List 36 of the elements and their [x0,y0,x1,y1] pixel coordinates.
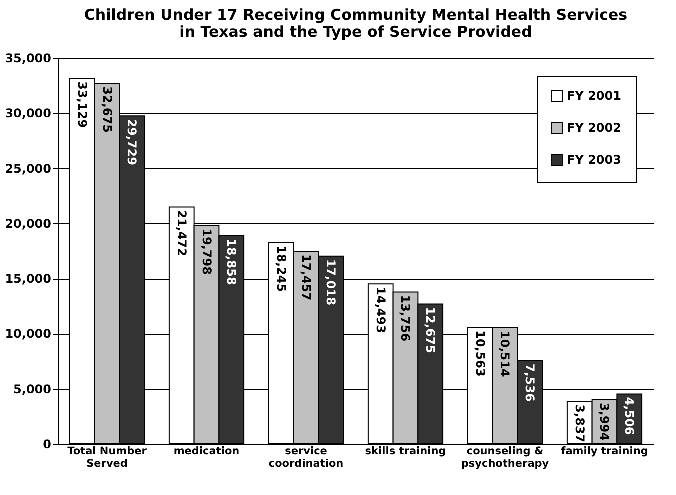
legend-label: FY 2001 [567,89,622,103]
data-label: 17,018 [324,259,338,306]
x-tick-label: Total Number Served [68,446,148,470]
legend-label: FY 2003 [567,153,622,167]
y-tick-label: 0 [43,438,52,452]
data-label: 13,756 [398,295,413,342]
y-tick-label: 30,000 [5,106,52,121]
x-tick-label: medication [174,446,240,458]
data-label: 19,798 [200,228,214,275]
x-tick-label: service coordination [268,446,344,470]
data-label: 21,472 [174,210,189,257]
data-label: 18,245 [274,246,288,292]
y-tick-label: 25,000 [5,162,52,176]
data-label: 10,563 [473,330,488,377]
data-label: 29,729 [125,119,140,166]
legend-label: FY 2002 [567,121,622,135]
y-tick-label: 15,000 [5,272,52,286]
data-label: 14,493 [374,287,388,334]
chart-title: Children Under 17 Receiving Community Mental Health Services in Texas and the Type of Service Provided [84,6,628,41]
y-tick-label: 5,000 [14,382,52,396]
x-tick-label: family training [561,446,648,458]
data-label: 10,514 [498,331,512,378]
y-tick-label: 20,000 [5,216,52,231]
y-tick-label: 35,000 [5,52,52,66]
data-label: 3,994 [598,402,612,441]
data-label: 3,837 [572,404,587,443]
data-label: 18,858 [224,239,239,286]
x-tick-label: counseling & psychotherapy [461,446,550,470]
data-label: 33,129 [75,82,90,128]
data-label: 4,506 [622,397,637,436]
y-tick-label: 10,000 [5,327,52,342]
data-label: 17,457 [299,254,314,301]
data-label: 7,536 [523,364,538,402]
data-label: 32,675 [100,86,114,133]
x-tick-label: skills training [365,446,446,458]
data-label: 12,675 [424,307,438,354]
